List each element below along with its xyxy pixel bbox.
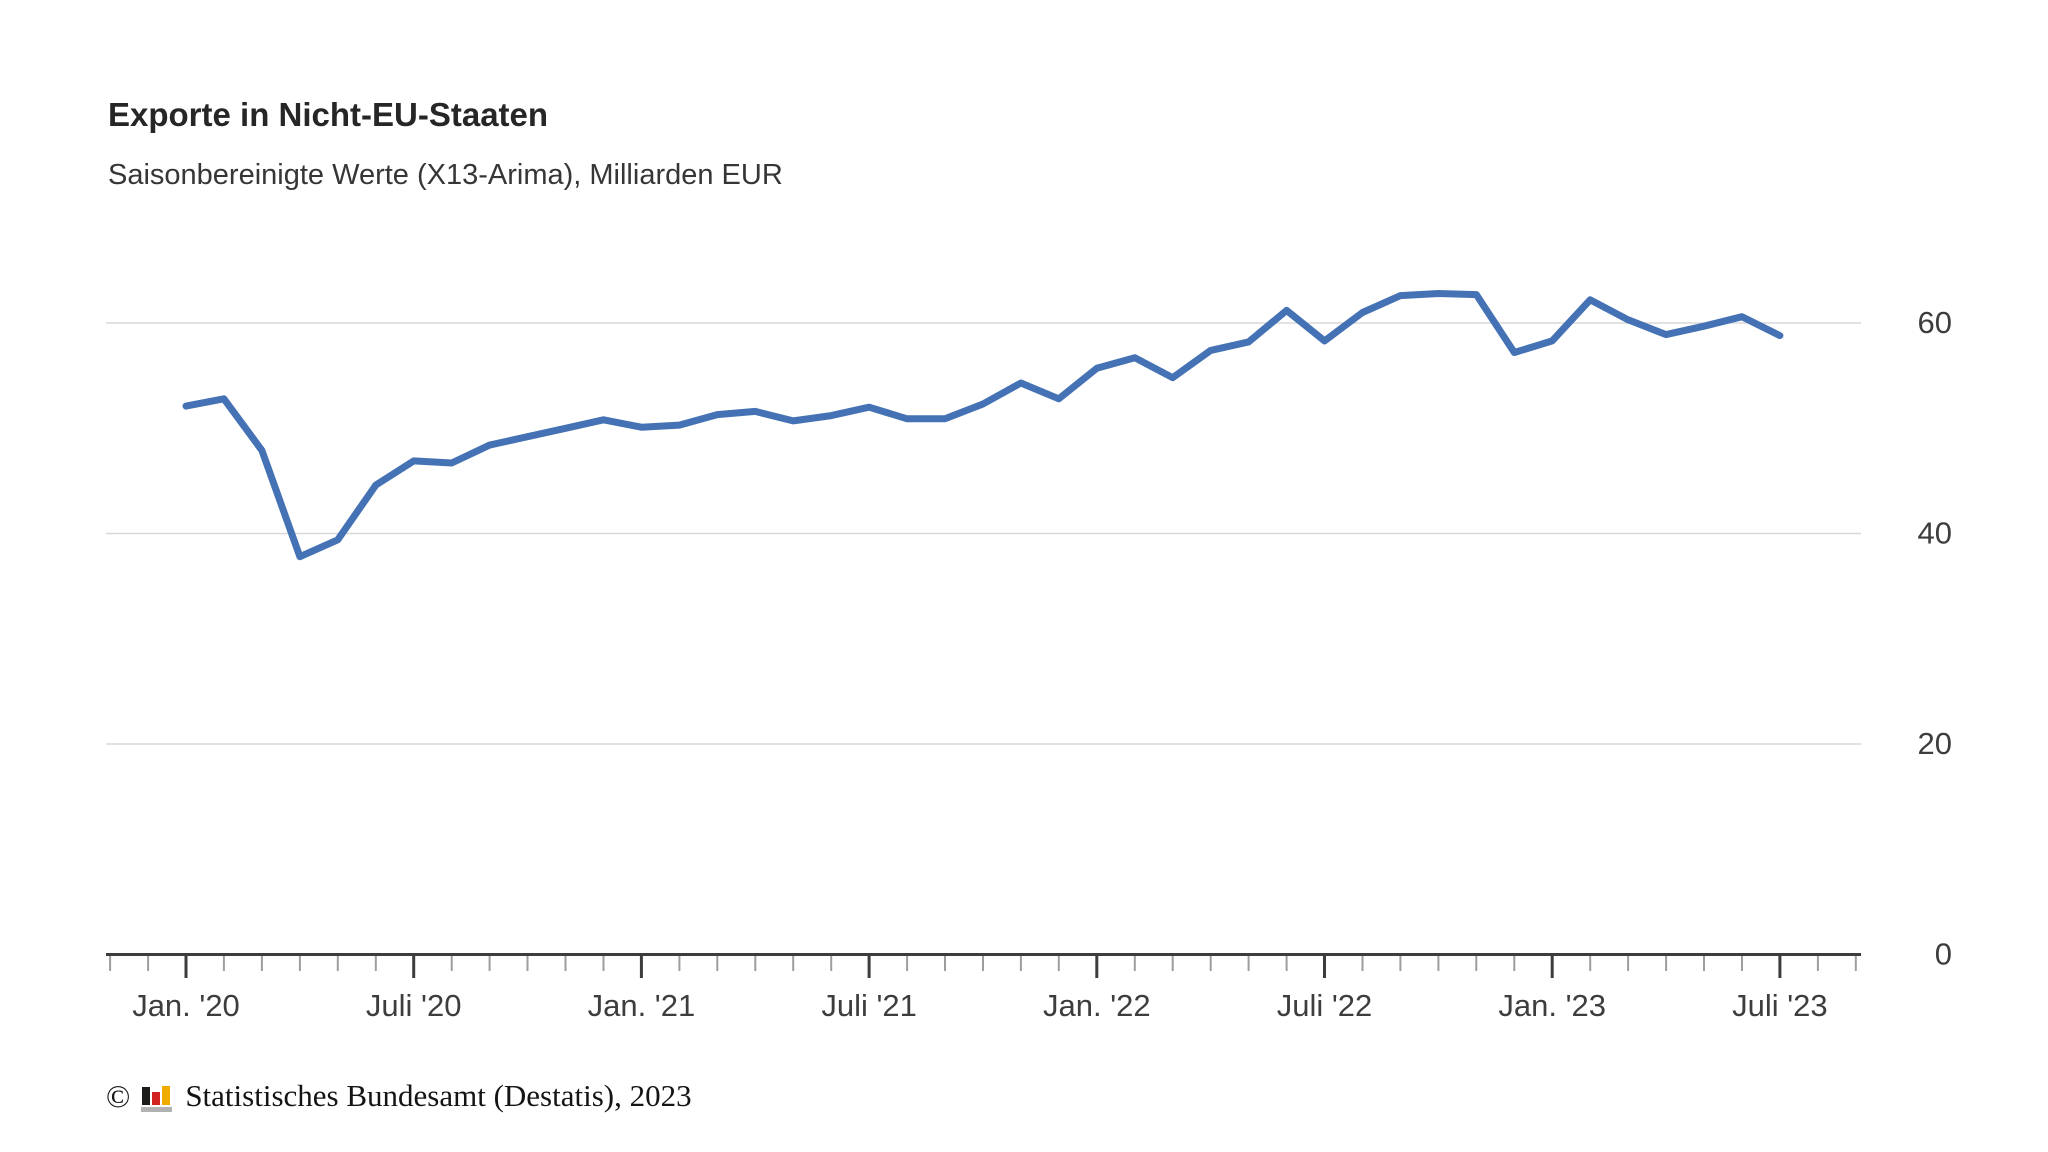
x-tick-label: Juli '23 — [1732, 988, 1828, 1023]
chart-header: Exporte in Nicht-EU-Staaten Saisonberein… — [108, 96, 783, 192]
x-tick-label: Jan. '20 — [132, 988, 240, 1023]
chart-footer: © Statistisches Bundesamt (Destatis), 20… — [106, 1078, 692, 1114]
chart-subtitle: Saisonbereinigte Werte (X13-Arima), Mill… — [108, 159, 783, 192]
x-tick-label: Jan. '23 — [1498, 988, 1606, 1023]
x-tick-label: Juli '22 — [1277, 988, 1373, 1023]
x-axis-labels: Jan. '20 Juli '20 Jan. '21 Juli '21 Jan. '22… — [132, 988, 1827, 1023]
x-axis-ticks — [109, 956, 1857, 978]
y-tick-label-0: 0 — [1935, 937, 1952, 972]
x-tick-label: Jan. '21 — [588, 988, 696, 1023]
y-tick-label-20: 20 — [1918, 726, 1952, 761]
y-tick-label-40: 40 — [1918, 516, 1952, 551]
chart-title: Exporte in Nicht-EU-Staaten — [108, 96, 549, 133]
data-series — [182, 290, 1784, 561]
data-line — [182, 290, 1784, 561]
x-tick-label: Juli '20 — [366, 988, 462, 1023]
y-axis-labels: 60 40 20 0 — [1918, 305, 1952, 972]
gridlines — [106, 322, 1861, 745]
x-tick-label: Juli '21 — [821, 988, 917, 1023]
y-tick-label-60: 60 — [1918, 305, 1952, 340]
destatis-logo-icon — [141, 1086, 173, 1112]
x-tick-label: Jan. '22 — [1043, 988, 1151, 1023]
copyright-symbol: © — [106, 1078, 131, 1114]
footer-source-text: Statistisches Bundesamt (Destatis), 2023 — [185, 1078, 692, 1113]
